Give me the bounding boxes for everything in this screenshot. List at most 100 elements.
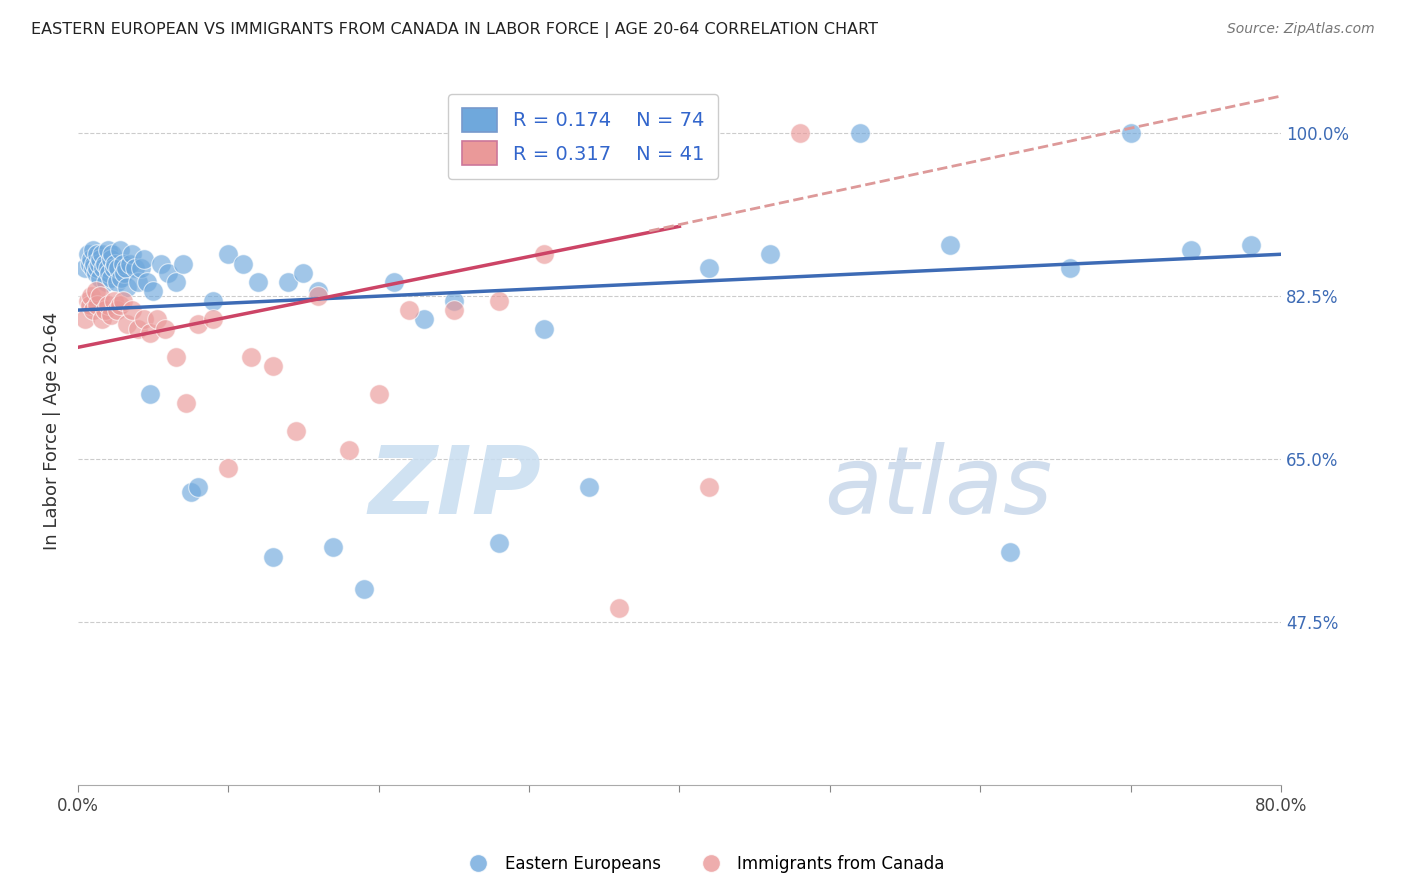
Point	[153, 322, 176, 336]
Point	[82, 303, 104, 318]
Point	[100, 308, 122, 322]
Point	[488, 293, 510, 308]
Point	[101, 247, 124, 261]
Point	[79, 256, 101, 270]
Point	[139, 326, 162, 341]
Point	[699, 261, 721, 276]
Y-axis label: In Labor Force | Age 20-64: In Labor Force | Age 20-64	[44, 312, 60, 550]
Point	[104, 256, 127, 270]
Point	[136, 275, 159, 289]
Point	[217, 461, 239, 475]
Point	[107, 261, 129, 276]
Point	[90, 312, 112, 326]
Point	[165, 275, 187, 289]
Point	[82, 243, 104, 257]
Point	[108, 243, 131, 257]
Point	[100, 252, 122, 266]
Point	[277, 275, 299, 289]
Point	[84, 266, 107, 280]
Point	[533, 247, 555, 261]
Point	[103, 293, 125, 308]
Point	[157, 266, 180, 280]
Point	[174, 396, 197, 410]
Point	[83, 256, 105, 270]
Point	[187, 317, 209, 331]
Point	[849, 126, 872, 140]
Point	[98, 266, 121, 280]
Point	[217, 247, 239, 261]
Point	[97, 261, 120, 276]
Point	[1180, 243, 1202, 257]
Point	[94, 303, 117, 318]
Point	[1240, 238, 1263, 252]
Point	[758, 247, 780, 261]
Point	[115, 261, 138, 276]
Point	[90, 247, 112, 261]
Point	[353, 582, 375, 597]
Point	[77, 247, 100, 261]
Point	[93, 261, 115, 276]
Point	[292, 266, 315, 280]
Point	[86, 261, 108, 276]
Point	[533, 322, 555, 336]
Point	[117, 280, 139, 294]
Point	[110, 270, 132, 285]
Point	[127, 322, 149, 336]
Point	[132, 312, 155, 326]
Point	[111, 293, 134, 308]
Point	[202, 293, 225, 308]
Point	[337, 442, 360, 457]
Legend: R = 0.174    N = 74, R = 0.317    N = 41: R = 0.174 N = 74, R = 0.317 N = 41	[449, 95, 717, 178]
Point	[89, 270, 111, 285]
Point	[1000, 545, 1022, 559]
Point	[117, 317, 139, 331]
Point	[187, 480, 209, 494]
Point	[443, 303, 465, 318]
Point	[127, 275, 149, 289]
Point	[77, 293, 100, 308]
Point	[82, 261, 104, 276]
Point	[638, 126, 661, 140]
Point	[86, 247, 108, 261]
Point	[398, 303, 420, 318]
Point	[232, 256, 254, 270]
Text: EASTERN EUROPEAN VS IMMIGRANTS FROM CANADA IN LABOR FORCE | AGE 20-64 CORRELATIO: EASTERN EUROPEAN VS IMMIGRANTS FROM CANA…	[31, 22, 877, 38]
Point	[124, 261, 146, 276]
Point	[367, 387, 389, 401]
Point	[89, 289, 111, 303]
Point	[382, 275, 405, 289]
Point	[578, 480, 600, 494]
Point	[307, 285, 329, 299]
Point	[142, 285, 165, 299]
Point	[121, 303, 143, 318]
Point	[87, 256, 110, 270]
Legend: Eastern Europeans, Immigrants from Canada: Eastern Europeans, Immigrants from Canad…	[454, 848, 952, 880]
Point	[262, 549, 284, 564]
Point	[97, 243, 120, 257]
Point	[1059, 261, 1081, 276]
Point	[105, 275, 128, 289]
Point	[111, 256, 134, 270]
Point	[165, 350, 187, 364]
Point	[322, 541, 344, 555]
Point	[112, 266, 135, 280]
Point	[120, 256, 142, 270]
Point	[149, 256, 172, 270]
Text: atlas: atlas	[824, 442, 1052, 533]
Point	[202, 312, 225, 326]
Point	[79, 298, 101, 312]
Point	[307, 289, 329, 303]
Point	[146, 312, 169, 326]
Point	[1119, 126, 1142, 140]
Point	[607, 601, 630, 615]
Point	[129, 261, 152, 276]
Point	[262, 359, 284, 373]
Point	[103, 261, 125, 276]
Point	[84, 285, 107, 299]
Point	[86, 298, 108, 312]
Text: ZIP: ZIP	[368, 442, 541, 533]
Point	[247, 275, 270, 289]
Point	[180, 484, 202, 499]
Point	[939, 238, 962, 252]
Point	[443, 293, 465, 308]
